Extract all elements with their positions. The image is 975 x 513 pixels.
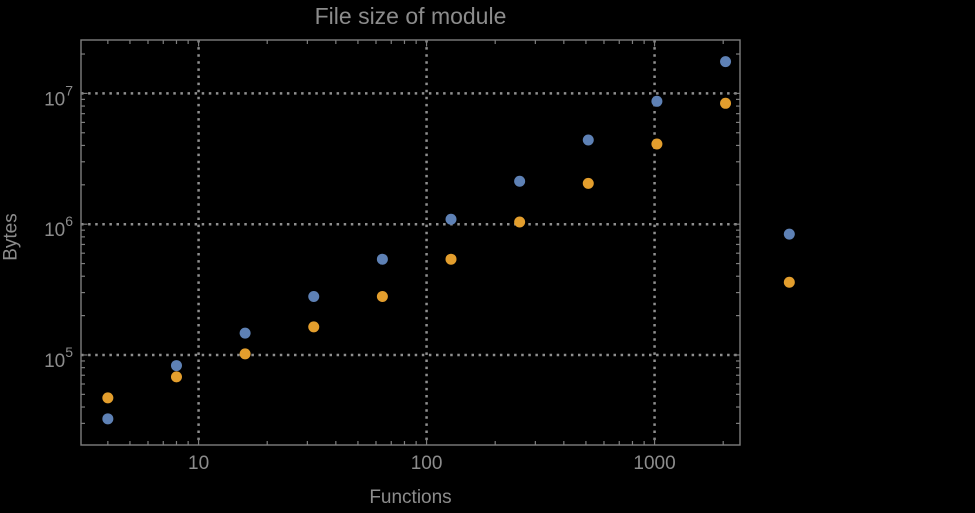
data-point-blue	[720, 56, 732, 68]
data-point-orange	[720, 97, 732, 109]
data-point-blue	[102, 413, 114, 425]
x-tick-label: 10	[188, 453, 209, 474]
data-point-blue	[651, 95, 663, 107]
data-point-blue	[170, 360, 182, 372]
chart-title: File size of module	[314, 3, 507, 29]
y-tick-label: 107	[44, 82, 73, 110]
data-point-orange	[239, 348, 251, 360]
data-point-blue	[308, 290, 320, 302]
data-point-blue	[376, 253, 388, 265]
x-tick-label: 1000	[633, 453, 675, 474]
y-tick-label: 106	[44, 213, 73, 241]
y-tick-label: 105	[44, 344, 73, 372]
data-point-orange	[170, 371, 182, 383]
data-point-blue	[514, 175, 526, 187]
data-point-blue	[783, 228, 795, 240]
data-point-blue	[239, 327, 251, 339]
x-axis-label: Functions	[369, 487, 452, 508]
data-point-orange	[651, 138, 663, 150]
data-point-blue	[445, 213, 457, 225]
data-point-orange	[102, 392, 114, 404]
data-point-orange	[582, 177, 594, 189]
plot-frame	[80, 39, 741, 446]
x-tick-label: 100	[411, 453, 443, 474]
data-point-orange	[514, 216, 526, 228]
data-point-blue	[582, 134, 594, 146]
data-point-orange	[783, 276, 795, 288]
data-point-orange	[445, 253, 457, 265]
data-point-orange	[308, 321, 320, 333]
data-point-orange	[376, 290, 388, 302]
